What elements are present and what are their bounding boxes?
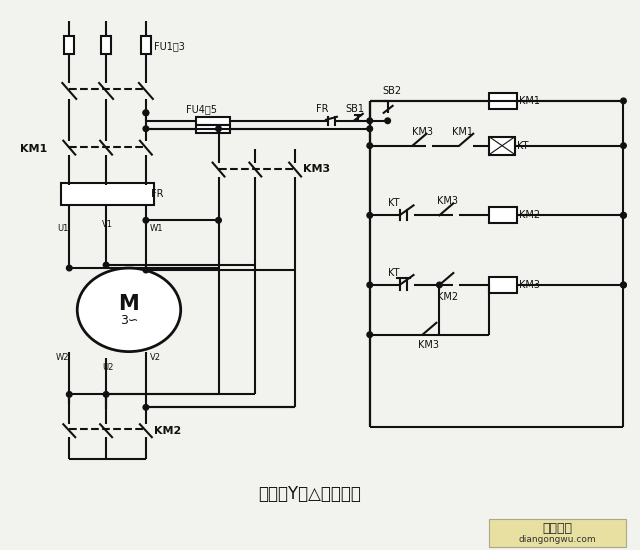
Circle shape bbox=[143, 405, 148, 410]
Circle shape bbox=[621, 212, 627, 218]
Bar bbox=[101, 36, 111, 54]
Bar bbox=[141, 36, 151, 54]
Bar bbox=[489, 137, 515, 155]
Bar bbox=[64, 36, 74, 54]
Text: KM3: KM3 bbox=[412, 126, 433, 137]
Ellipse shape bbox=[77, 268, 180, 351]
Circle shape bbox=[143, 126, 148, 131]
Circle shape bbox=[621, 282, 627, 288]
Text: FU1－3: FU1－3 bbox=[154, 41, 185, 51]
Circle shape bbox=[621, 212, 627, 218]
Bar bbox=[196, 117, 230, 125]
Text: 电工之屋: 电工之屋 bbox=[543, 522, 573, 535]
Text: 全自动Y－△减压启动: 全自动Y－△减压启动 bbox=[259, 485, 362, 503]
Text: SB2: SB2 bbox=[383, 86, 402, 96]
Circle shape bbox=[143, 110, 148, 115]
Circle shape bbox=[67, 265, 72, 271]
Text: KM2: KM2 bbox=[519, 210, 540, 221]
Circle shape bbox=[216, 217, 221, 223]
Text: FR: FR bbox=[151, 189, 163, 200]
Circle shape bbox=[143, 267, 148, 273]
Circle shape bbox=[367, 282, 372, 288]
Circle shape bbox=[103, 392, 109, 397]
Text: KM1: KM1 bbox=[519, 96, 540, 106]
Text: KM3: KM3 bbox=[519, 280, 540, 290]
Text: FR: FR bbox=[316, 104, 328, 114]
Text: KM3: KM3 bbox=[437, 196, 458, 206]
Circle shape bbox=[67, 392, 72, 397]
Text: U1: U1 bbox=[58, 224, 68, 233]
Bar bbox=[61, 184, 154, 205]
Bar bbox=[489, 207, 517, 223]
Bar bbox=[489, 519, 627, 547]
Circle shape bbox=[367, 143, 372, 148]
Text: V2: V2 bbox=[150, 353, 161, 362]
Circle shape bbox=[216, 126, 221, 131]
Text: KM2: KM2 bbox=[437, 292, 458, 302]
Bar bbox=[489, 277, 517, 293]
Text: KT: KT bbox=[388, 268, 399, 278]
Text: SB1: SB1 bbox=[346, 104, 365, 114]
Circle shape bbox=[367, 332, 372, 338]
Circle shape bbox=[367, 212, 372, 218]
Text: W1: W1 bbox=[150, 224, 163, 233]
Circle shape bbox=[103, 262, 109, 268]
Circle shape bbox=[143, 217, 148, 223]
Text: KM1: KM1 bbox=[452, 126, 474, 137]
Circle shape bbox=[385, 118, 390, 124]
Text: KT: KT bbox=[517, 141, 529, 151]
Bar bbox=[489, 93, 517, 109]
Text: KM3: KM3 bbox=[303, 163, 330, 174]
Text: U2: U2 bbox=[102, 363, 113, 372]
Circle shape bbox=[367, 118, 372, 124]
Text: FU4－5: FU4－5 bbox=[186, 104, 217, 114]
Circle shape bbox=[621, 98, 627, 103]
Circle shape bbox=[621, 143, 627, 148]
Text: 3∽: 3∽ bbox=[120, 314, 138, 327]
Text: KM1: KM1 bbox=[20, 144, 47, 153]
Text: diangongwu.com: diangongwu.com bbox=[519, 535, 596, 544]
Text: KM2: KM2 bbox=[154, 426, 181, 436]
Circle shape bbox=[436, 282, 442, 288]
Text: W2: W2 bbox=[55, 353, 69, 362]
Text: M: M bbox=[118, 294, 140, 314]
Text: KM3: KM3 bbox=[417, 340, 438, 350]
Text: KT: KT bbox=[388, 199, 399, 208]
Circle shape bbox=[367, 126, 372, 131]
Bar bbox=[196, 125, 230, 133]
Text: V1: V1 bbox=[102, 220, 113, 229]
Circle shape bbox=[621, 282, 627, 288]
Circle shape bbox=[143, 110, 148, 115]
